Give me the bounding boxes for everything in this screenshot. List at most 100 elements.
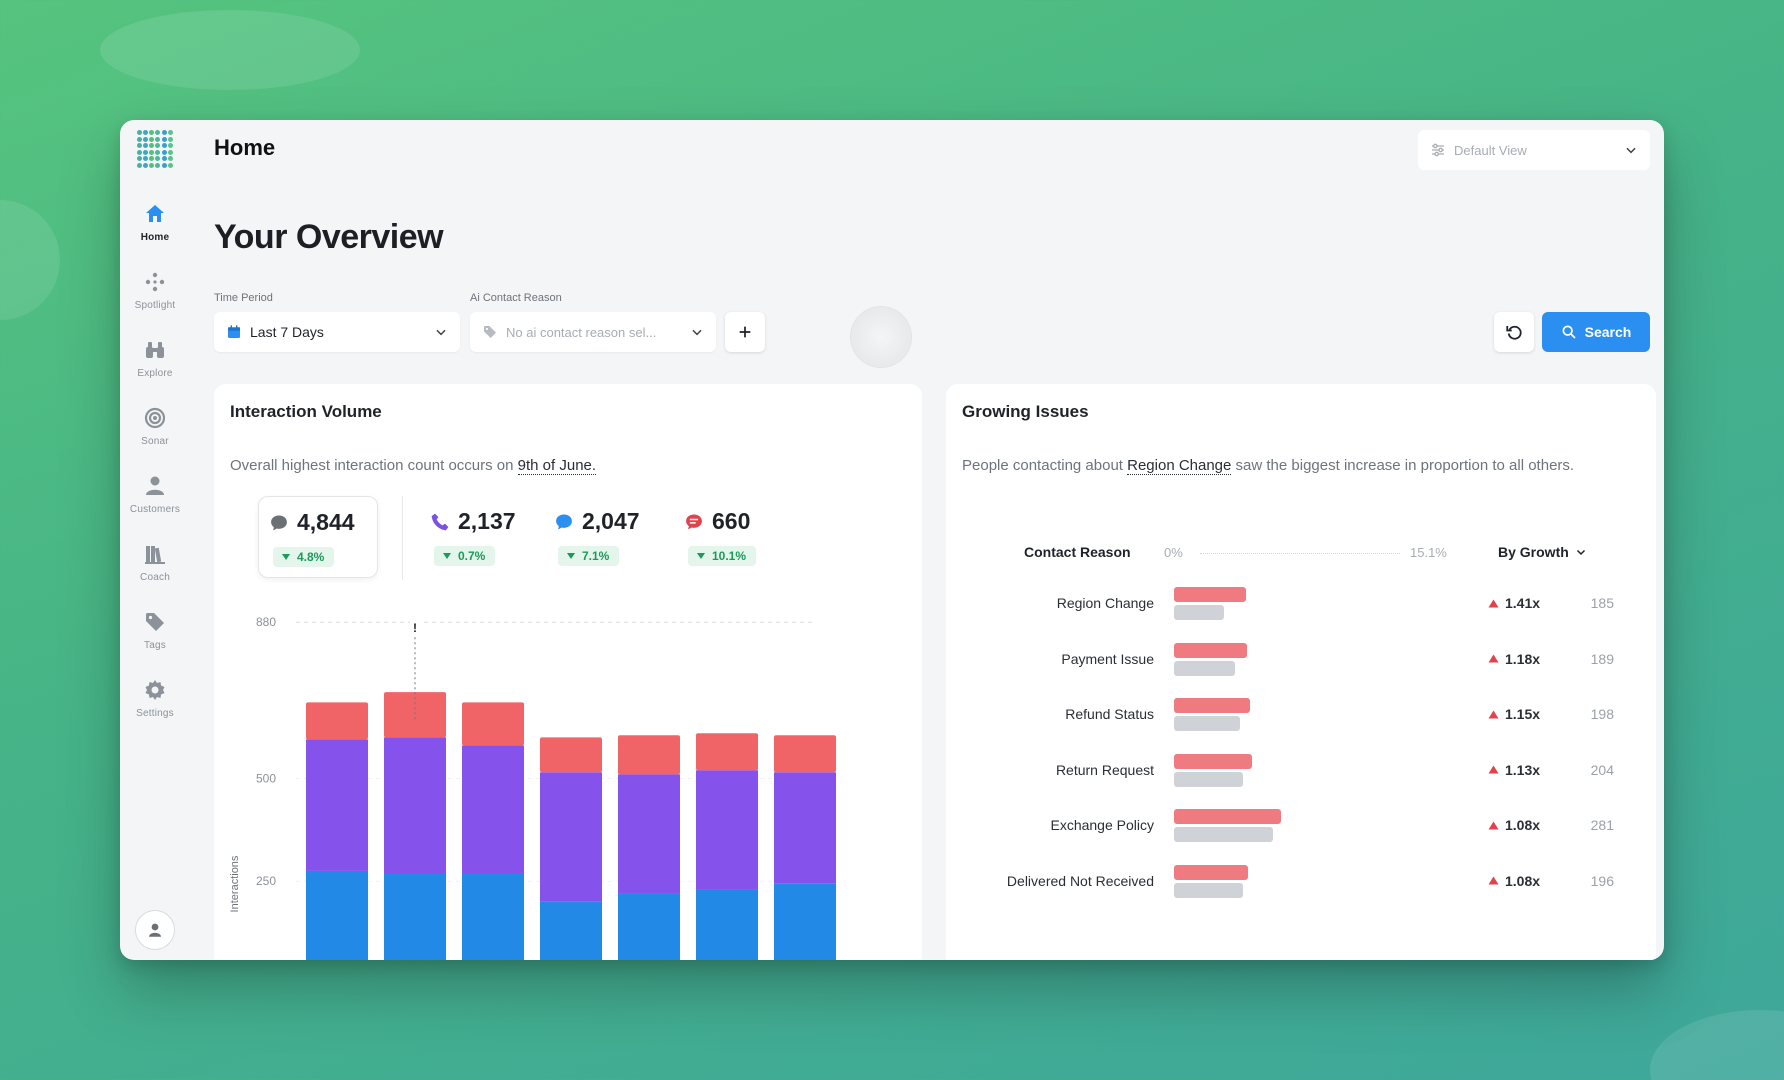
peak-date-link[interactable]: 9th of June. [517,457,597,475]
axis-line [1200,553,1400,554]
growing-issue-row[interactable]: Region Change 1.41x 185 [946,584,1656,624]
chart-bar-segment [774,772,836,884]
logo-dot [137,130,142,135]
logo-dot [155,162,161,168]
overview-heading: Your Overview [214,218,444,256]
sidebar-item-customers[interactable]: Customers [120,474,190,536]
stat-total[interactable]: 4,844 4.8% [258,496,378,578]
sidebar-item-coach[interactable]: Coach [120,542,190,604]
sidebar-item-label: Home [140,232,170,243]
loading-indicator [851,307,911,367]
logo-dot [155,130,161,135]
chevron-down-icon [692,329,702,336]
sidebar-item-tags[interactable]: Tags [120,610,190,672]
logo-dot [143,149,149,155]
sidebar: Home Spotlight Explore Sonar Customers C… [120,120,190,960]
growing-issue-row[interactable]: Return Request 1.13x 204 [946,751,1656,791]
chart-bar-segment [618,893,680,960]
growth-text: 1.13x [1505,761,1541,778]
logo-dot [167,162,173,168]
card-description: People contacting about Region Change sa… [962,454,1602,477]
chart-bar-segment [618,735,680,775]
logo-dot [161,162,167,168]
chart-bar-segment [306,870,368,960]
time-period-label: Time Period [214,292,273,304]
page-title: Home [214,135,276,160]
time-period-select[interactable]: Last 7 Days [214,312,460,352]
view-selector[interactable]: Default View [1418,130,1650,170]
contact-reason-name: Return Request [1055,761,1154,778]
top-reason-link[interactable]: Region Change [1127,457,1232,475]
change-badge: 4.8% [273,547,335,567]
growth-value: 1.13x [1488,762,1540,778]
change-value: 0.7% [458,549,486,563]
stat-messages[interactable]: 2,047 7.1% [544,496,664,578]
sort-label: By Growth [1498,544,1569,560]
previous-period-bar [1174,771,1243,787]
message-icon [556,514,572,529]
logo-dot [161,136,167,142]
axis-min-label: 0% [1164,545,1183,560]
logo-dot [155,156,161,161]
plus-icon [739,326,751,338]
growing-issue-row[interactable]: Delivered Not Received 1.08x 196 [946,862,1656,902]
binoculars-icon [146,342,164,358]
contact-reason-name: Delivered Not Received [1006,872,1154,889]
previous-period-bar [1174,882,1243,898]
sidebar-item-label: Settings [136,708,174,719]
chart-bar-segment [384,737,446,873]
chevron-down-icon [1626,147,1636,154]
growing-issues-card: Growing Issues People contacting about R… [946,384,1656,960]
change-badge: 0.7% [434,546,496,566]
description-text: Overall highest interaction count occurs… [230,457,518,474]
y-tick-label: 250 [256,874,276,888]
chart-bar-segment [618,774,680,894]
sidebar-item-label: Tags [144,640,166,651]
user-avatar-icon [149,923,161,937]
growth-value: 1.15x [1488,706,1540,722]
growth-value: 1.08x [1488,873,1540,889]
search-icon [1562,325,1576,339]
reset-button[interactable] [1494,312,1534,352]
logo-dot [155,149,161,155]
background-blob [0,200,60,320]
sidebar-item-spotlight[interactable]: Spotlight [120,270,190,332]
current-period-bar [1174,753,1253,769]
triangle-up-icon [1488,599,1499,607]
stat-value: 2,047 [582,508,640,534]
stat-calls[interactable]: 2,137 0.7% [420,496,540,578]
avatar[interactable] [135,910,175,950]
logo-dot [137,162,142,168]
chevron-down-icon [436,329,446,336]
sidebar-item-home[interactable]: Home [120,202,190,264]
growing-issue-row[interactable]: Payment Issue 1.18x 189 [946,640,1656,680]
sidebar-item-explore[interactable]: Explore [120,338,190,400]
logo-dot [149,162,155,168]
growing-issue-row[interactable]: Refund Status 1.15x 198 [946,695,1656,735]
logo-dot [143,156,149,161]
contact-reason-select[interactable]: No ai contact reason sel... [470,312,716,352]
undo-icon [1506,325,1522,340]
growing-issue-row[interactable]: Exchange Policy 1.08x 281 [946,806,1656,846]
sliders-icon [1432,143,1444,157]
spotlight-icon [145,272,165,292]
stat-value: 660 [712,508,751,534]
chart-bar-segment [384,873,446,960]
axis-max-label: 15.1% [1410,545,1447,560]
logo-dot [149,136,155,142]
change-value: 4.8% [297,550,325,564]
sidebar-item-sonar[interactable]: Sonar [120,406,190,468]
sidebar-item-label: Customers [129,504,181,515]
triangle-up-icon [1488,654,1499,663]
contact-reason-placeholder: No ai contact reason sel... [506,324,657,340]
sort-selector[interactable]: By Growth [1498,544,1587,560]
add-filter-button[interactable] [725,312,765,352]
search-button[interactable]: Search [1542,312,1650,352]
stat-value: 4,844 [297,509,355,535]
stat-sms[interactable]: 660 10.1% [674,496,794,578]
sidebar-item-settings[interactable]: Settings [120,678,190,740]
card-title: Interaction Volume [230,402,382,421]
app-logo[interactable] [137,130,173,168]
y-axis-label: Interactions [229,855,241,912]
logo-dot [143,130,149,135]
